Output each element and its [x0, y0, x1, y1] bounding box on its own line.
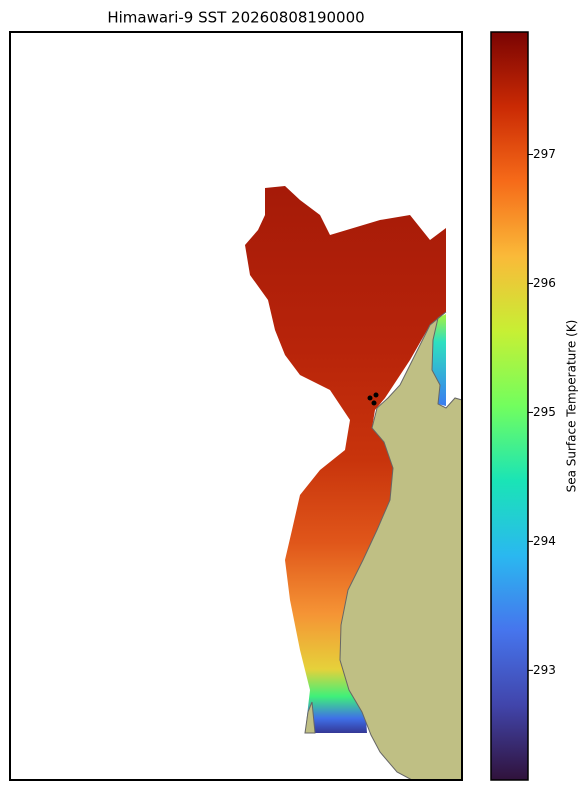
colorbar-tick-label: 297 — [533, 147, 556, 161]
colorbar-tick-label: 293 — [533, 663, 556, 677]
colorbar-ramp — [490, 31, 529, 781]
map-title: Himawari-9 SST 20260808190000 — [107, 9, 364, 27]
colorbar-tick-label: 295 — [533, 405, 556, 419]
island — [304, 701, 316, 734]
land — [339, 311, 463, 781]
colorbar-label: Sea Surface Temperature (K) — [565, 320, 579, 493]
islet — [371, 400, 377, 406]
islet — [367, 395, 373, 401]
islets — [367, 392, 379, 406]
colorbar-tick-label: 294 — [533, 534, 556, 548]
colorbar-tick-label: 296 — [533, 276, 556, 290]
islet — [373, 392, 379, 398]
sst-coastal-strip — [432, 314, 446, 406]
map-frame — [9, 31, 463, 781]
map-panel — [9, 31, 463, 781]
colorbar: Sea Surface Temperature (K) 293 294 295 296… — [490, 31, 579, 781]
sst-field — [245, 186, 446, 733]
